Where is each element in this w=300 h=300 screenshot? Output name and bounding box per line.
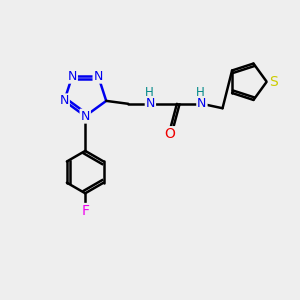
Text: N: N — [94, 70, 103, 83]
Text: H: H — [145, 86, 153, 99]
Text: N: N — [146, 97, 155, 110]
Text: O: O — [164, 127, 175, 141]
Text: S: S — [269, 75, 278, 89]
Text: H: H — [196, 86, 205, 99]
Text: N: N — [80, 110, 90, 123]
Text: N: N — [197, 97, 207, 110]
Text: F: F — [81, 204, 89, 218]
Text: N: N — [59, 94, 69, 107]
Text: N: N — [68, 70, 77, 83]
